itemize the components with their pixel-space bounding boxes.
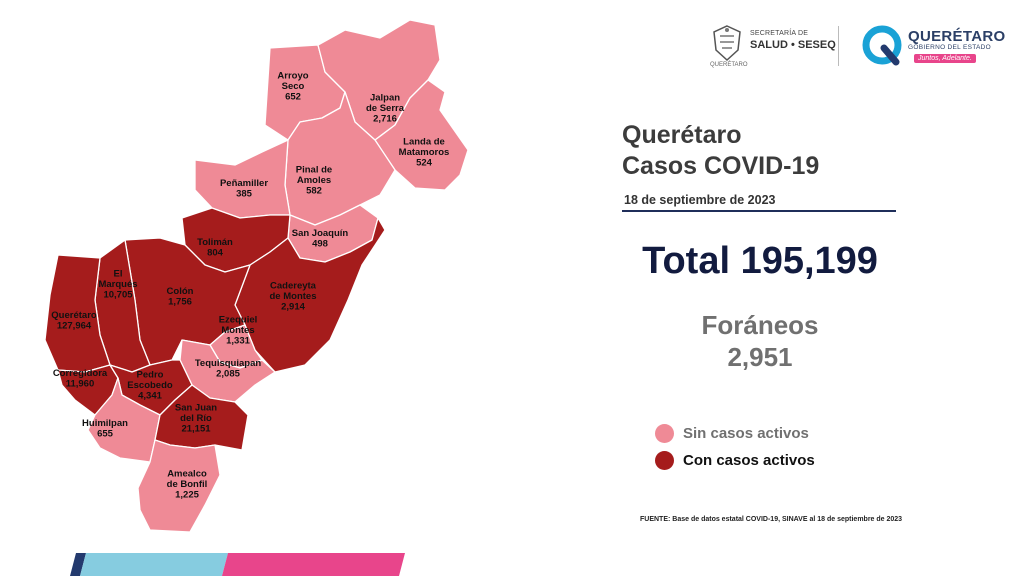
municipality-cases: 582: [306, 186, 322, 197]
legend-item-active: Con casos activos: [655, 449, 815, 471]
municipality-name: Corregidora: [53, 368, 108, 379]
municipality-cases: 498: [312, 238, 328, 249]
municipality-name: Marqués: [98, 279, 137, 290]
state-coat-of-arms-icon: [713, 25, 741, 62]
municipality-name: Pinal de: [296, 165, 332, 176]
municipality-name: Amoles: [297, 175, 331, 186]
queretaro-state-map: Arroyo Seco 652 Jalpan de Serra 2,716 Landa de…: [44, 19, 469, 533]
municipality-name: Amealco: [167, 469, 207, 480]
municipality-landa: [374, 79, 469, 191]
municipality-label-cadereyta: Cadereyta de Montes 2,914: [270, 281, 317, 313]
municipality-cases: 804: [207, 247, 224, 258]
header-logos: SECRETARÍA DE SALUD • SESEQ QUERÉTARO QU…: [700, 22, 1010, 72]
municipality-name: Cadereyta: [270, 281, 317, 292]
municipality-label-huimilpan: Huimilpan 655: [82, 418, 128, 440]
municipality-cases: 1,331: [226, 336, 250, 347]
state-name: QUERÉTARO: [908, 28, 1006, 45]
legend-dot-active: [655, 450, 674, 470]
municipality-cases: 11,960: [66, 378, 95, 389]
municipality-name: de Montes: [270, 291, 317, 302]
municipality-name: de Serra: [366, 103, 405, 114]
report-date: 18 de septiembre de 2023: [624, 193, 776, 207]
municipality-label-san-juan: San Juan del Río 21,151: [175, 403, 217, 435]
logo-divider: [838, 26, 839, 66]
title-block: Querétaro Casos COVID-19: [622, 120, 819, 182]
municipality-cases: 127,964: [57, 320, 92, 331]
municipality-amealco: [137, 439, 221, 533]
municipality-label-el-marques: El Marqués 10,705: [98, 269, 137, 301]
state-tagline: Juntos, Adelante.: [914, 54, 976, 63]
municipality-cases: 1,225: [175, 490, 199, 501]
legend-dot-inactive: [655, 423, 674, 443]
municipality-name: El: [114, 269, 123, 280]
municipality-label-colon: Colón 1,756: [167, 286, 194, 308]
foraneos-value: 2,951: [727, 342, 793, 372]
municipality-cases: 655: [97, 428, 114, 439]
municipality-name: Seco: [282, 81, 305, 92]
municipality-cases: 2,085: [216, 368, 240, 379]
municipality-label-ezequiel: Ezequiel Montes 1,331: [219, 315, 258, 347]
municipality-name: San Joaquín: [292, 228, 349, 239]
municipality-cases: 21,151: [181, 424, 211, 435]
legend-label-active: Con casos activos: [683, 451, 815, 469]
municipality-cases: 1,756: [168, 296, 192, 307]
municipality-name: Escobedo: [127, 380, 173, 391]
source-note: FUENTE: Base de datos estatal COVID-19, …: [640, 516, 903, 523]
municipality-label-jalpan: Jalpan de Serra 2,716: [366, 93, 405, 125]
municipality-label-penamiller: Peñamiller 385: [220, 178, 268, 200]
municipality-name: de Bonfil: [167, 479, 208, 490]
municipality-cases: 2,914: [281, 302, 305, 313]
municipality-name: San Juan: [175, 403, 217, 414]
municipality-label-corregidora: Corregidora 11,960: [53, 368, 108, 390]
municipality-label-amealco: Amealco de Bonfil 1,225: [167, 469, 208, 501]
municipality-name: Arroyo: [277, 71, 308, 82]
municipality-label-pinal: Pinal de Amoles 582: [296, 165, 332, 197]
municipality-name: Matamoros: [399, 147, 450, 158]
municipality-cases: 652: [285, 92, 301, 103]
foraneos-label: Foráneos: [701, 310, 819, 340]
municipality-label-pedro-escobedo: Pedro Escobedo 4,341: [127, 370, 173, 402]
municipality-cases: 4,341: [138, 391, 162, 402]
bottom-decorative-bar: [70, 553, 405, 576]
municipality-name: Tolimán: [197, 237, 233, 248]
municipality-label-landa: Landa de Matamoros 524: [399, 137, 450, 169]
municipality-name: Jalpan: [370, 93, 400, 104]
municipality-name: Landa de: [403, 137, 445, 148]
title-state: Querétaro: [622, 121, 742, 149]
emblem-caption: QUERÉTARO: [710, 62, 748, 68]
salud-seseq-label: SALUD • SESEQ: [750, 39, 836, 51]
municipality-label-san-joaquin: San Joaquín 498: [292, 228, 349, 250]
municipality-cases: 385: [236, 188, 253, 199]
state-government-label: GOBIERNO DEL ESTADO: [908, 44, 991, 51]
municipality-cases: 524: [416, 158, 433, 169]
municipality-name: del Río: [180, 413, 212, 424]
title-underline: [622, 210, 896, 212]
municipality-cases: 2,716: [373, 114, 397, 125]
municipality-name: Ezequiel: [219, 315, 258, 326]
municipality-name: Colón: [167, 286, 194, 297]
legend-label-inactive: Sin casos activos: [683, 424, 809, 442]
secretaria-label: SECRETARÍA DE: [750, 30, 809, 37]
municipality-name: Montes: [221, 325, 254, 336]
title-covid-cases: Casos COVID-19: [622, 152, 820, 180]
municipality-name: Querétaro: [51, 310, 97, 321]
municipality-name: Huimilpan: [82, 418, 128, 429]
municipality-label-queretaro: Querétaro 127,964: [51, 310, 97, 332]
total-cases: Total 195,199: [642, 240, 878, 282]
queretaro-q-logo-icon: [862, 25, 902, 66]
municipality-name: Peñamiller: [220, 178, 268, 189]
municipality-label-tequisquiapan: Tequisquiapan 2,085: [195, 358, 262, 380]
municipality-name: Tequisquiapan: [195, 358, 262, 369]
legend-item-inactive: Sin casos activos: [655, 422, 809, 444]
municipality-cases: 10,705: [103, 290, 133, 301]
municipality-name: Pedro: [137, 370, 164, 381]
municipality-label-toliman: Tolimán 804: [197, 237, 233, 258]
municipality-label-arroyo-seco: Arroyo Seco 652: [277, 71, 308, 103]
